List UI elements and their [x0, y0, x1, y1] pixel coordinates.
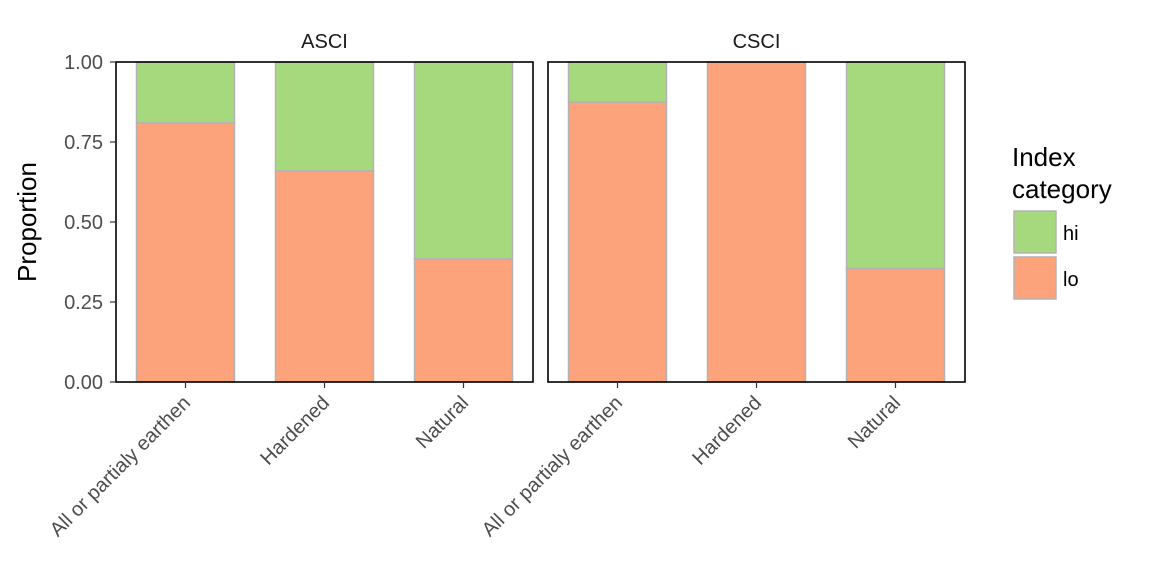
bar-segment-hi: [413, 61, 514, 260]
facet-panel-asci: ASCI 0.00 0.25 0.50 0.75 1.00 All or partialy …: [46, 31, 534, 541]
legend-label-lo: lo: [1063, 269, 1079, 291]
bar-segment-lo: [413, 258, 514, 383]
y-tick-label: 0.75: [64, 132, 103, 154]
facet-title: ASCI: [301, 31, 348, 53]
y-tick-label: 0.00: [64, 372, 103, 394]
bar-segment-lo: [135, 122, 236, 383]
facet-title: CSCI: [733, 31, 781, 53]
legend-title: Index: [1012, 142, 1076, 172]
bar-segment-hi: [567, 61, 668, 103]
legend-key-lo: [1013, 256, 1057, 300]
bar-segment-lo: [706, 61, 807, 383]
bar-segment-lo: [274, 170, 375, 383]
x-tick-label: Hardened: [688, 392, 766, 470]
bar-segment-hi: [135, 61, 236, 124]
facet-panel-csci: CSCI All or partialy earthen Hardened Natur…: [478, 31, 966, 541]
x-tick-label: Natural: [412, 392, 473, 453]
legend-label-hi: hi: [1063, 223, 1079, 245]
bar-segment-hi: [274, 61, 375, 172]
y-tick-label: 0.50: [64, 212, 103, 234]
y-tick-label: 1.00: [64, 52, 103, 74]
legend-key-hi: [1013, 210, 1057, 254]
bar-segment-hi: [845, 61, 946, 270]
bar-segment-lo: [845, 267, 946, 383]
x-tick-label: All or partialy earthen: [46, 392, 195, 541]
legend-title: category: [1012, 174, 1112, 204]
x-tick-label: Hardened: [256, 392, 334, 470]
bar-segment-lo: [567, 101, 668, 383]
x-tick-label: All or partialy earthen: [478, 392, 627, 541]
y-tick-label: 0.25: [64, 292, 103, 314]
facet-panels: ASCI 0.00 0.25 0.50 0.75 1.00 All or partialy …: [46, 31, 966, 541]
x-tick-label: Natural: [844, 392, 905, 453]
y-axis-title: Proportion: [12, 162, 42, 282]
